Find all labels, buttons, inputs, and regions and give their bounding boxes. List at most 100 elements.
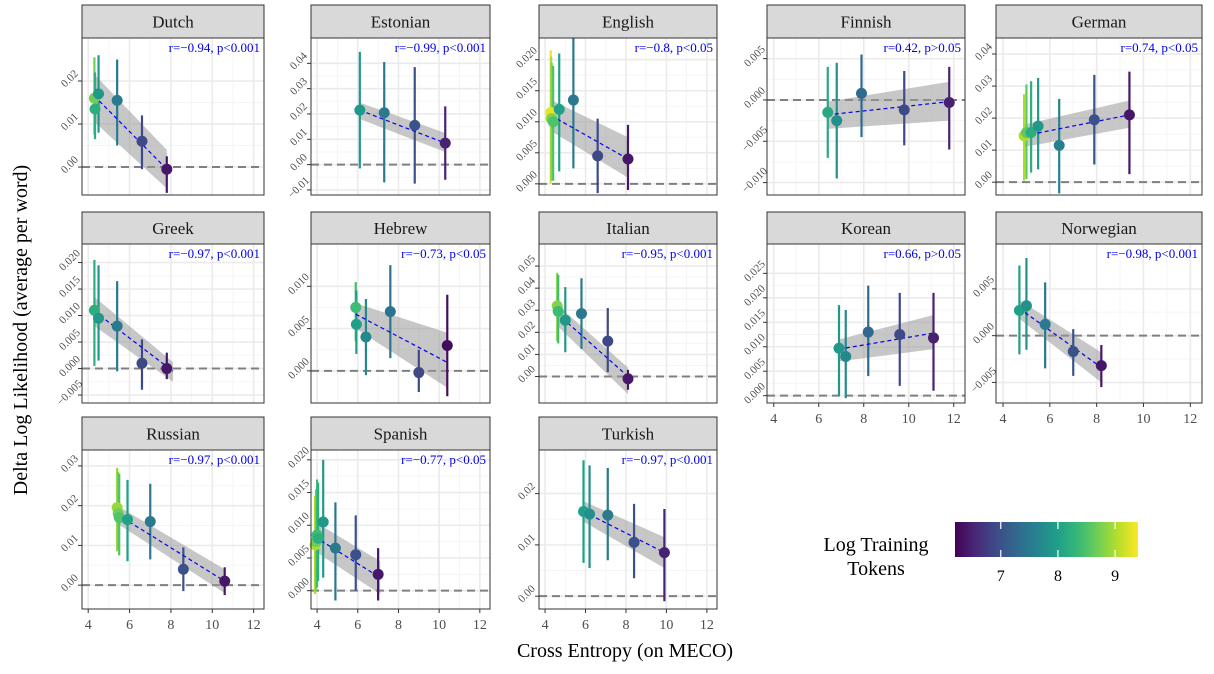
- y-tick-label: 0.000: [742, 85, 768, 111]
- y-tick-label: 0.005: [971, 273, 997, 299]
- data-point: [93, 88, 104, 99]
- y-tick-label: 0.020: [514, 44, 540, 70]
- data-point: [554, 104, 565, 115]
- data-point: [568, 95, 579, 106]
- panel-title: Finnish: [840, 13, 892, 32]
- x-tick-label: 10: [205, 618, 219, 633]
- y-tick-label: 0.000: [514, 168, 540, 194]
- panel-title: English: [602, 13, 654, 32]
- panel-norwegian: Norwegian r=−0.98, p<0.001 −0.005 0.000 0.00…: [969, 212, 1202, 427]
- data-point: [385, 306, 396, 317]
- x-tick-label: 8: [395, 618, 402, 633]
- panel-title: Norwegian: [1061, 219, 1137, 238]
- data-point: [318, 516, 329, 527]
- y-tick-label: 0.01: [973, 137, 995, 159]
- legend-tick-label: 8: [1054, 568, 1062, 585]
- data-point: [330, 543, 341, 554]
- panel-turkish: Turkishr=−0.97, p<0.0010.000.010.024 6 8 10…: [516, 417, 717, 633]
- data-point: [1054, 140, 1065, 151]
- correlation-annotation: r=−0.77, p<0.05: [401, 452, 486, 467]
- y-tick-label: 0.00: [59, 572, 81, 594]
- data-point: [899, 104, 910, 115]
- data-point: [576, 308, 587, 319]
- data-point: [840, 351, 851, 362]
- y-tick-label: 0.04: [288, 50, 310, 72]
- panel-title: Hebrew: [374, 219, 429, 238]
- data-point: [122, 514, 133, 525]
- data-point: [93, 313, 104, 324]
- data-point: [136, 136, 147, 147]
- data-point: [944, 97, 955, 108]
- data-point: [413, 367, 424, 378]
- correlation-annotation: r=0.74, p<0.05: [1121, 40, 1199, 55]
- y-tick-label: 0.005: [286, 542, 312, 568]
- correlation-annotation: r=−0.73, p<0.05: [401, 246, 486, 261]
- panel-hebrew: Hebrewr=−0.73, p<0.050.0000.0050.010: [286, 212, 490, 403]
- data-point: [1040, 319, 1051, 330]
- correlation-annotation: r=−0.97, p<0.001: [622, 452, 713, 467]
- panel-title: Spanish: [374, 425, 428, 444]
- y-tick-label: 0.005: [514, 137, 540, 163]
- correlation-annotation: r=0.42, p>0.05: [884, 40, 962, 55]
- data-point: [560, 315, 571, 326]
- panel-german: Germanr=0.74, p<0.050.000.010.020.030.04: [973, 5, 1202, 195]
- y-tick-label: 0.01: [516, 341, 538, 363]
- x-tick-label: 12: [473, 618, 487, 633]
- legend-title-line-2: Tokens: [847, 558, 905, 580]
- panel-dutch: Dutch r=−0.94, p<0.001 0.00 0.01 0.02: [59, 5, 264, 195]
- data-point: [623, 154, 634, 165]
- data-point: [90, 103, 101, 114]
- panel-finnish: Finnishr=0.42, p>0.05−0.010−0.0050.0000.…: [740, 5, 965, 196]
- y-tick-label: 0.03: [516, 297, 538, 319]
- data-point: [161, 363, 172, 374]
- data-point: [602, 336, 613, 347]
- data-point: [313, 533, 324, 544]
- panel-title: Russian: [146, 425, 200, 444]
- y-tick-label: 0.00: [973, 169, 995, 191]
- data-point: [629, 537, 640, 548]
- y-tick-label: 0.02: [59, 68, 81, 90]
- panel-title: Korean: [841, 219, 892, 238]
- y-tick-label: 0.02: [516, 319, 538, 341]
- data-point: [659, 547, 670, 558]
- y-tick-label: 0.03: [59, 452, 81, 474]
- y-tick-label: 0.000: [742, 380, 768, 406]
- panel-title: Italian: [606, 219, 650, 238]
- x-tick-label: 8: [1093, 412, 1100, 427]
- y-tick-label: 0.01: [516, 532, 538, 554]
- data-point: [863, 327, 874, 338]
- data-point: [1068, 346, 1079, 357]
- data-point: [161, 164, 172, 175]
- data-point: [1033, 121, 1044, 132]
- y-tick-label: 0.010: [286, 510, 312, 536]
- x-tick-label: 6: [582, 618, 589, 633]
- y-tick-label: 0.03: [288, 75, 310, 97]
- correlation-annotation: r=−0.99, p<0.001: [395, 40, 486, 55]
- x-axis-title: Cross Entropy (on MECO): [517, 640, 733, 662]
- data-point: [553, 306, 564, 317]
- data-point: [1124, 109, 1135, 120]
- y-tick-label: 0.015: [742, 307, 768, 333]
- data-point: [442, 340, 453, 351]
- correlation-annotation: r=−0.94, p<0.001: [169, 40, 260, 55]
- x-tick-label: 12: [1183, 412, 1197, 427]
- data-point: [136, 358, 147, 369]
- y-tick-label: 0.010: [742, 331, 768, 357]
- y-tick-label: 0.010: [57, 300, 83, 326]
- correlation-annotation: r=−0.97, p<0.001: [169, 246, 260, 261]
- legend: Log Training Tokens 789: [823, 522, 1138, 585]
- y-tick-label: 0.02: [973, 105, 995, 127]
- y-tick-label: 0.005: [286, 313, 312, 339]
- panel-estonian: Estonianr=−0.99, p<0.001−0.010.000.010.0…: [286, 5, 490, 201]
- data-point: [351, 319, 362, 330]
- data-point: [178, 564, 189, 575]
- y-tick-label: 0.04: [973, 40, 995, 62]
- data-point: [1021, 300, 1032, 311]
- correlation-annotation: r=−0.98, p<0.001: [1107, 246, 1198, 261]
- y-tick-label: 0.000: [286, 575, 312, 601]
- y-tick-label: 0.000: [57, 353, 83, 379]
- correlation-annotation: r=0.66, p>0.05: [884, 246, 962, 261]
